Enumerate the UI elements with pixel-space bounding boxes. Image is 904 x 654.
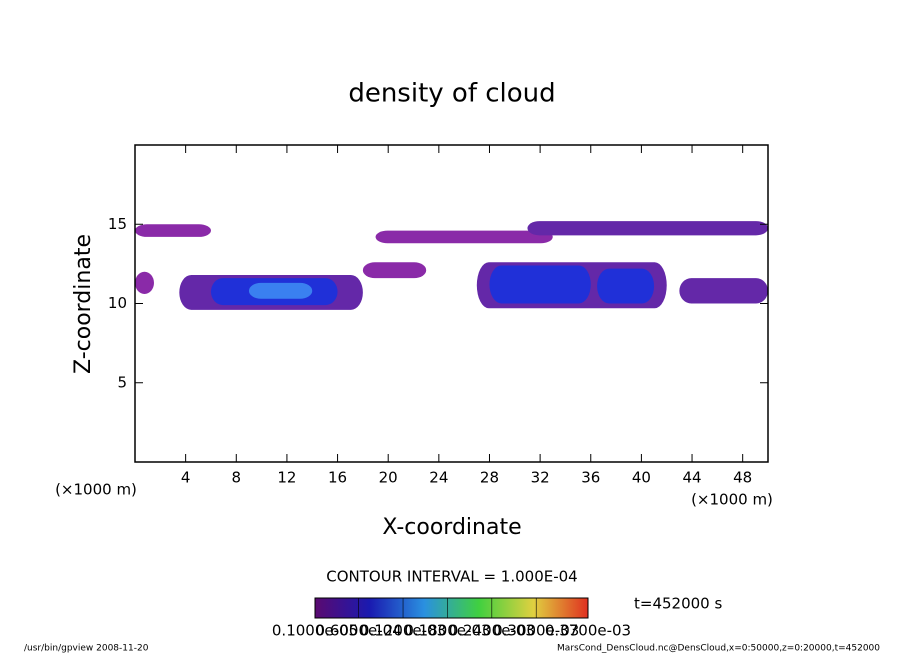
y-tick-label: 10 (108, 294, 127, 312)
colorbar-tick-label: 0.2400e-03 (449, 622, 535, 640)
y-tick-label: 15 (108, 215, 127, 233)
x-axis-label: X-coordinate (382, 515, 521, 540)
field (135, 221, 768, 310)
colorbar-tick-label: 0.1000e-05 (272, 622, 358, 640)
footer-left: /usr/bin/gpview 2008-11-20 (24, 644, 149, 654)
cloud-region (248, 282, 313, 299)
cloud-region (135, 224, 211, 237)
cloud-region (135, 271, 154, 294)
y-axis-label: Z-coordinate (71, 234, 96, 374)
y-unit: (×1000 m) (55, 481, 137, 499)
cloud-region (597, 268, 655, 304)
contour-interval: CONTOUR INTERVAL = 1.000E-04 (326, 568, 577, 586)
x-tick-label: 4 (181, 469, 191, 487)
x-tick-label: 20 (379, 469, 398, 487)
x-tick-label: 36 (581, 469, 600, 487)
colorbar-tick-label: 0.3700e-03 (545, 622, 631, 640)
footer-right: MarsCond_DensCloud.nc@DensCloud,x=0:5000… (557, 644, 880, 654)
cloud-region (362, 262, 427, 279)
colorbar-tick-label: 0.1800e-03 (404, 622, 490, 640)
x-tick-label: 8 (232, 469, 242, 487)
colorbar-tick-label: 0.1200e-03 (360, 622, 446, 640)
chart-title: density of cloud (348, 79, 555, 109)
x-tick-label: 32 (531, 469, 550, 487)
x-tick-label: 28 (480, 469, 499, 487)
cloud-region (527, 221, 768, 236)
y-tick-label: 5 (117, 373, 127, 391)
colorbar-tick-label: 0.6000e-04 (316, 622, 402, 640)
x-tick-label: 48 (733, 469, 752, 487)
x-tick-label: 40 (632, 469, 651, 487)
cloud-region (375, 230, 553, 244)
colorbar-tick-label: 0.3000e-03 (493, 622, 579, 640)
x-unit: (×1000 m) (691, 491, 773, 509)
x-tick-label: 16 (328, 469, 347, 487)
colorbar (314, 597, 589, 619)
x-tick-label: 24 (429, 469, 448, 487)
cloud-region (679, 278, 768, 304)
x-tick-label: 44 (682, 469, 701, 487)
time-label: t=452000 s (634, 595, 722, 613)
cloud-region (489, 265, 591, 304)
x-tick-label: 12 (277, 469, 296, 487)
